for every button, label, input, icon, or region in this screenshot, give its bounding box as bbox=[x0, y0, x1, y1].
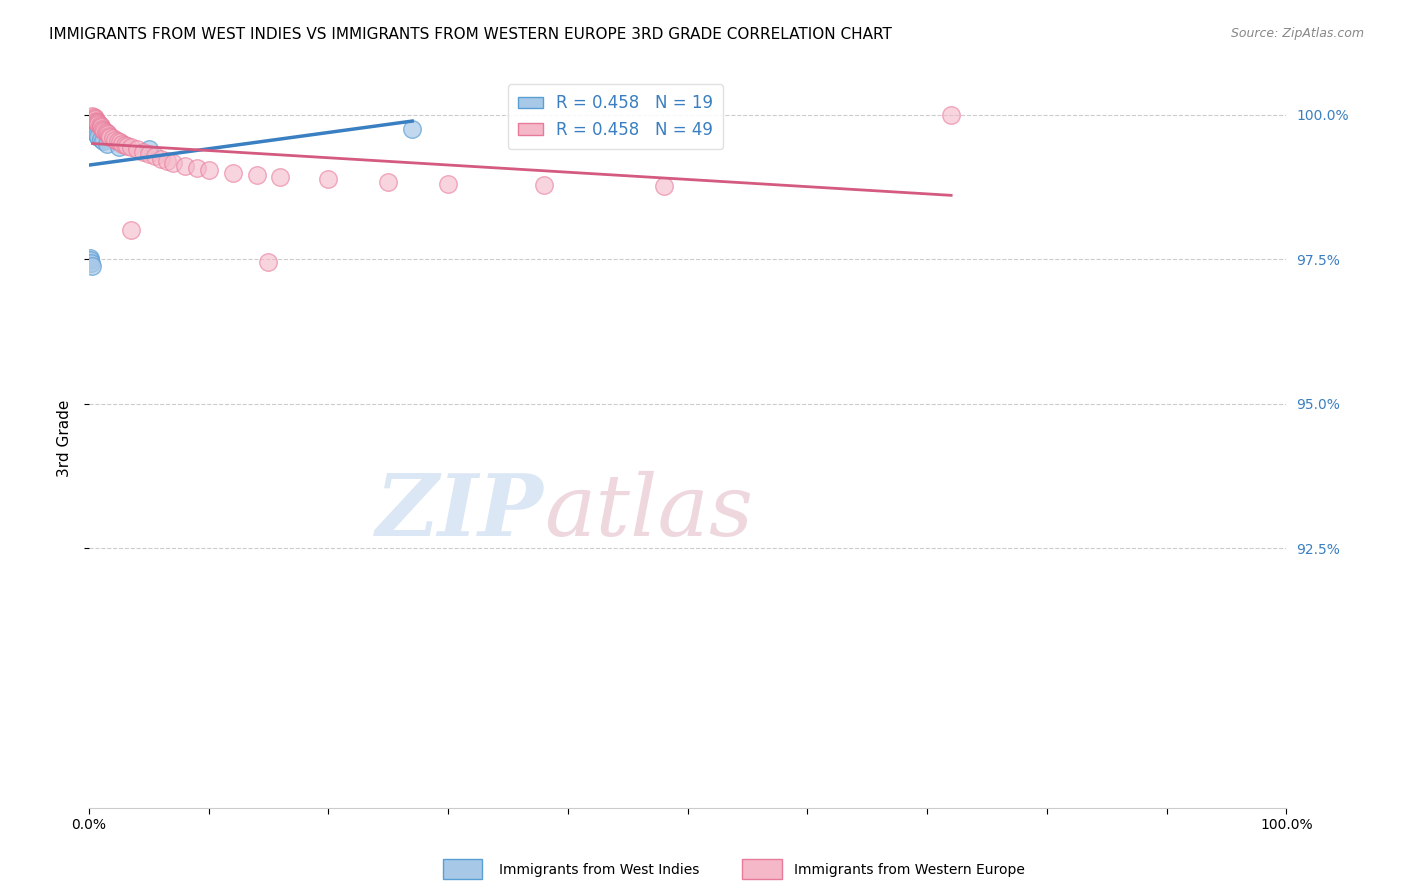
Point bbox=[79, 253, 101, 268]
Point bbox=[87, 117, 110, 131]
Point bbox=[100, 129, 122, 144]
Point bbox=[96, 136, 118, 151]
Point bbox=[377, 175, 399, 189]
Point bbox=[97, 128, 120, 142]
Point bbox=[83, 112, 105, 127]
Point bbox=[114, 137, 136, 152]
Point bbox=[83, 112, 105, 126]
Point bbox=[156, 153, 179, 168]
Point bbox=[84, 125, 107, 139]
Point bbox=[91, 122, 114, 136]
Text: atlas: atlas bbox=[544, 471, 754, 554]
Point bbox=[90, 120, 112, 135]
Point bbox=[87, 129, 110, 144]
Point bbox=[132, 145, 155, 159]
Point bbox=[437, 177, 460, 191]
Point bbox=[652, 179, 675, 194]
Point bbox=[115, 139, 138, 153]
Point bbox=[86, 115, 108, 129]
Point bbox=[91, 134, 114, 148]
Point bbox=[93, 124, 115, 138]
Point bbox=[533, 178, 555, 193]
Text: Source: ZipAtlas.com: Source: ZipAtlas.com bbox=[1230, 27, 1364, 40]
Point bbox=[98, 128, 121, 143]
Point bbox=[80, 256, 103, 270]
Point bbox=[84, 126, 107, 140]
Point bbox=[82, 259, 104, 273]
Point bbox=[87, 116, 110, 130]
Point bbox=[83, 110, 105, 124]
Point bbox=[86, 128, 108, 142]
Point bbox=[82, 109, 104, 123]
Point bbox=[94, 125, 117, 139]
Point bbox=[138, 142, 160, 156]
Text: Immigrants from West Indies: Immigrants from West Indies bbox=[499, 863, 700, 877]
Point bbox=[120, 223, 142, 237]
Point bbox=[86, 114, 108, 128]
Point bbox=[197, 163, 219, 178]
Point bbox=[257, 255, 280, 269]
Point bbox=[79, 116, 101, 130]
Point bbox=[82, 120, 104, 134]
Point bbox=[939, 108, 962, 122]
Legend: R = 0.458   N = 19, R = 0.458   N = 49: R = 0.458 N = 19, R = 0.458 N = 49 bbox=[508, 84, 724, 149]
Y-axis label: 3rd Grade: 3rd Grade bbox=[58, 400, 72, 477]
Text: Immigrants from Western Europe: Immigrants from Western Europe bbox=[794, 863, 1025, 877]
Point bbox=[138, 147, 160, 161]
Point bbox=[104, 132, 127, 146]
Point bbox=[91, 121, 114, 136]
Point bbox=[173, 159, 195, 173]
Point bbox=[90, 120, 112, 134]
Text: ZIP: ZIP bbox=[375, 470, 544, 554]
Point bbox=[90, 132, 112, 146]
Point bbox=[108, 136, 131, 150]
Point bbox=[80, 118, 103, 132]
Point bbox=[245, 168, 267, 182]
Text: IMMIGRANTS FROM WEST INDIES VS IMMIGRANTS FROM WESTERN EUROPE 3RD GRADE CORRELAT: IMMIGRANTS FROM WEST INDIES VS IMMIGRANT… bbox=[49, 27, 891, 42]
Point bbox=[318, 172, 340, 186]
Point bbox=[120, 140, 142, 154]
Point bbox=[149, 152, 172, 166]
Point bbox=[401, 122, 423, 136]
Point bbox=[83, 121, 105, 136]
Point bbox=[111, 136, 134, 151]
Point bbox=[162, 156, 184, 170]
Point bbox=[125, 142, 148, 156]
Point bbox=[83, 123, 105, 137]
Point bbox=[107, 139, 129, 153]
Point bbox=[269, 170, 291, 185]
Point bbox=[186, 161, 208, 175]
Point bbox=[79, 251, 101, 265]
Point bbox=[96, 126, 118, 140]
Point bbox=[84, 113, 107, 128]
Point bbox=[221, 165, 243, 179]
Point bbox=[143, 149, 166, 163]
Point bbox=[107, 134, 129, 148]
Point bbox=[89, 118, 111, 132]
Point bbox=[101, 131, 124, 145]
